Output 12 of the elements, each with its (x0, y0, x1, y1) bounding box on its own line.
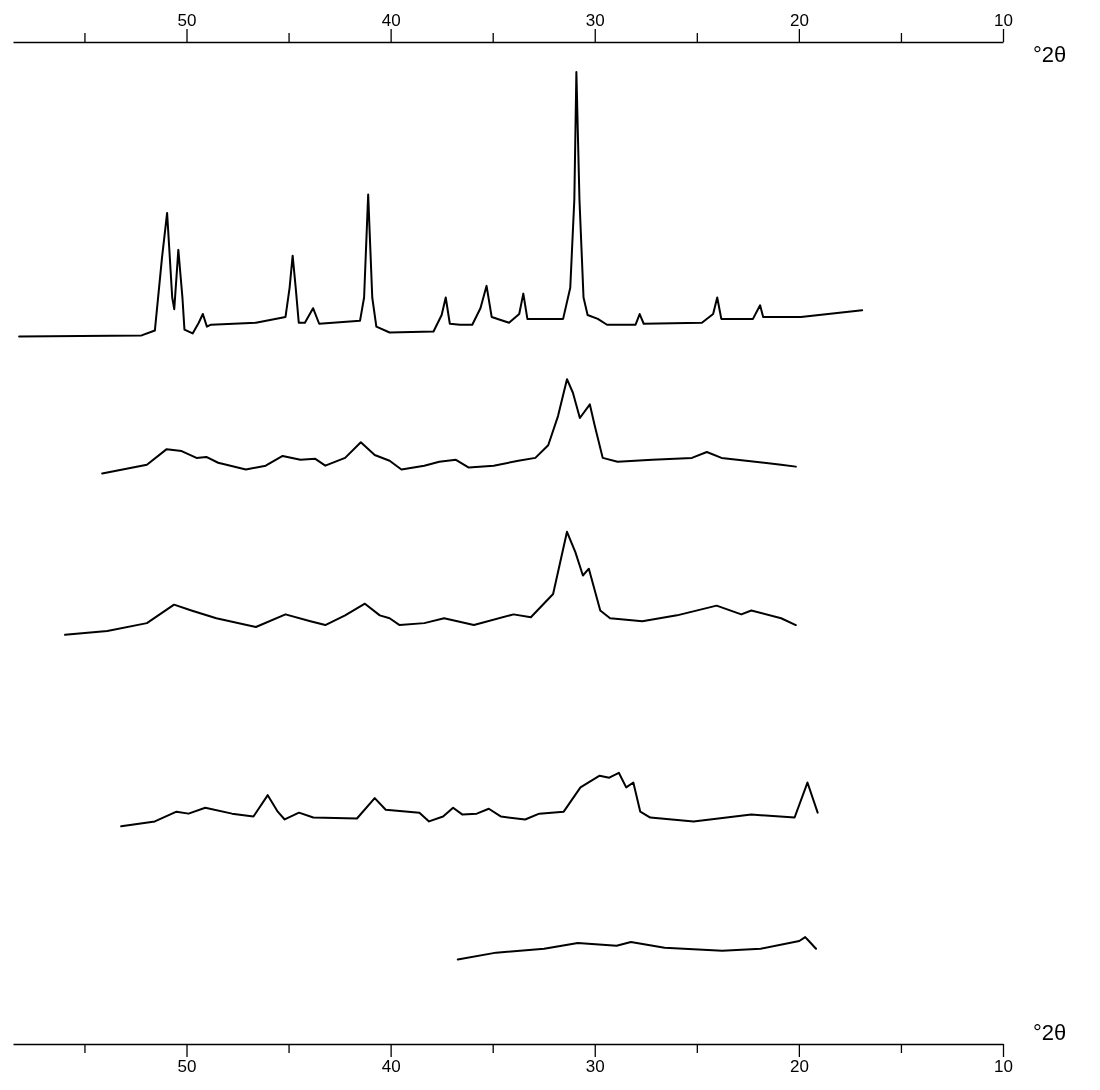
x2-axis-title: °2θ (1033, 42, 1067, 67)
x-tick-label: 10 (994, 11, 1013, 30)
x-tick-label: 50 (177, 11, 197, 30)
x-tick-label: 20 (789, 11, 809, 30)
x2-tick-label: 20 (789, 1057, 809, 1077)
x2-tick-label: 40 (381, 1057, 401, 1077)
x2-tick-label: 10 (994, 1057, 1013, 1077)
x2-tick-label: 30 (585, 1057, 605, 1077)
x-axis-title: °2θ (1033, 1020, 1067, 1045)
x2-tick-label: 50 (177, 1057, 197, 1077)
x-tick-label: 30 (585, 11, 605, 30)
x-tick-label: 40 (381, 11, 401, 30)
